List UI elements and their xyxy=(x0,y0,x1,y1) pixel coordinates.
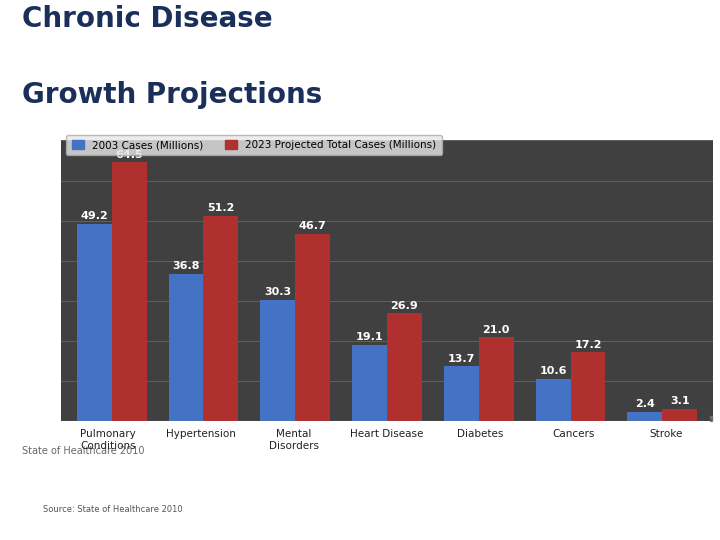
Text: 17.2: 17.2 xyxy=(575,340,602,350)
Bar xyxy=(261,300,295,421)
Bar xyxy=(444,366,479,421)
Text: 19.1: 19.1 xyxy=(356,332,383,342)
Bar xyxy=(352,345,387,421)
Text: Source: State of Healthcare 2010: Source: State of Healthcare 2010 xyxy=(43,505,183,514)
Text: 26.9: 26.9 xyxy=(390,301,418,311)
Text: State of Healthcare 2010: State of Healthcare 2010 xyxy=(22,446,144,456)
Legend: , : , xyxy=(710,416,712,421)
Text: 46.7: 46.7 xyxy=(299,221,327,232)
Text: 2.4: 2.4 xyxy=(635,399,654,409)
Bar xyxy=(627,411,662,421)
Text: 49.2: 49.2 xyxy=(81,212,108,221)
Bar xyxy=(570,352,606,421)
Bar xyxy=(77,224,112,421)
Text: 30.3: 30.3 xyxy=(264,287,292,297)
Text: Mental
Disorders: Mental Disorders xyxy=(269,429,319,451)
Text: 3.1: 3.1 xyxy=(670,396,690,407)
Bar xyxy=(112,163,147,421)
Bar xyxy=(387,313,422,421)
Text: Chronic Disease: Chronic Disease xyxy=(22,5,272,33)
Text: Pulmonary
Conditions: Pulmonary Conditions xyxy=(80,429,135,451)
Bar xyxy=(536,379,570,421)
Text: 36.8: 36.8 xyxy=(172,261,199,271)
Text: 13.7: 13.7 xyxy=(448,354,475,364)
Text: Cancers: Cancers xyxy=(552,429,594,440)
Text: Heart Disease: Heart Disease xyxy=(351,429,423,440)
Text: Diabetes: Diabetes xyxy=(457,429,503,440)
Text: 64.5: 64.5 xyxy=(115,150,143,160)
Bar xyxy=(662,409,697,421)
Text: Stroke: Stroke xyxy=(649,429,683,440)
Text: 51.2: 51.2 xyxy=(207,204,235,213)
Bar xyxy=(479,337,513,421)
Text: 21.0: 21.0 xyxy=(482,325,510,335)
Text: 10.6: 10.6 xyxy=(539,366,567,376)
Bar xyxy=(204,216,238,421)
Bar xyxy=(168,274,204,421)
Text: Hypertension: Hypertension xyxy=(166,429,235,440)
Legend: 2003 Cases (Millions), 2023 Projected Total Cases (Millions): 2003 Cases (Millions), 2023 Projected To… xyxy=(66,135,441,156)
Text: Growth Projections: Growth Projections xyxy=(22,81,322,109)
Bar xyxy=(295,234,330,421)
